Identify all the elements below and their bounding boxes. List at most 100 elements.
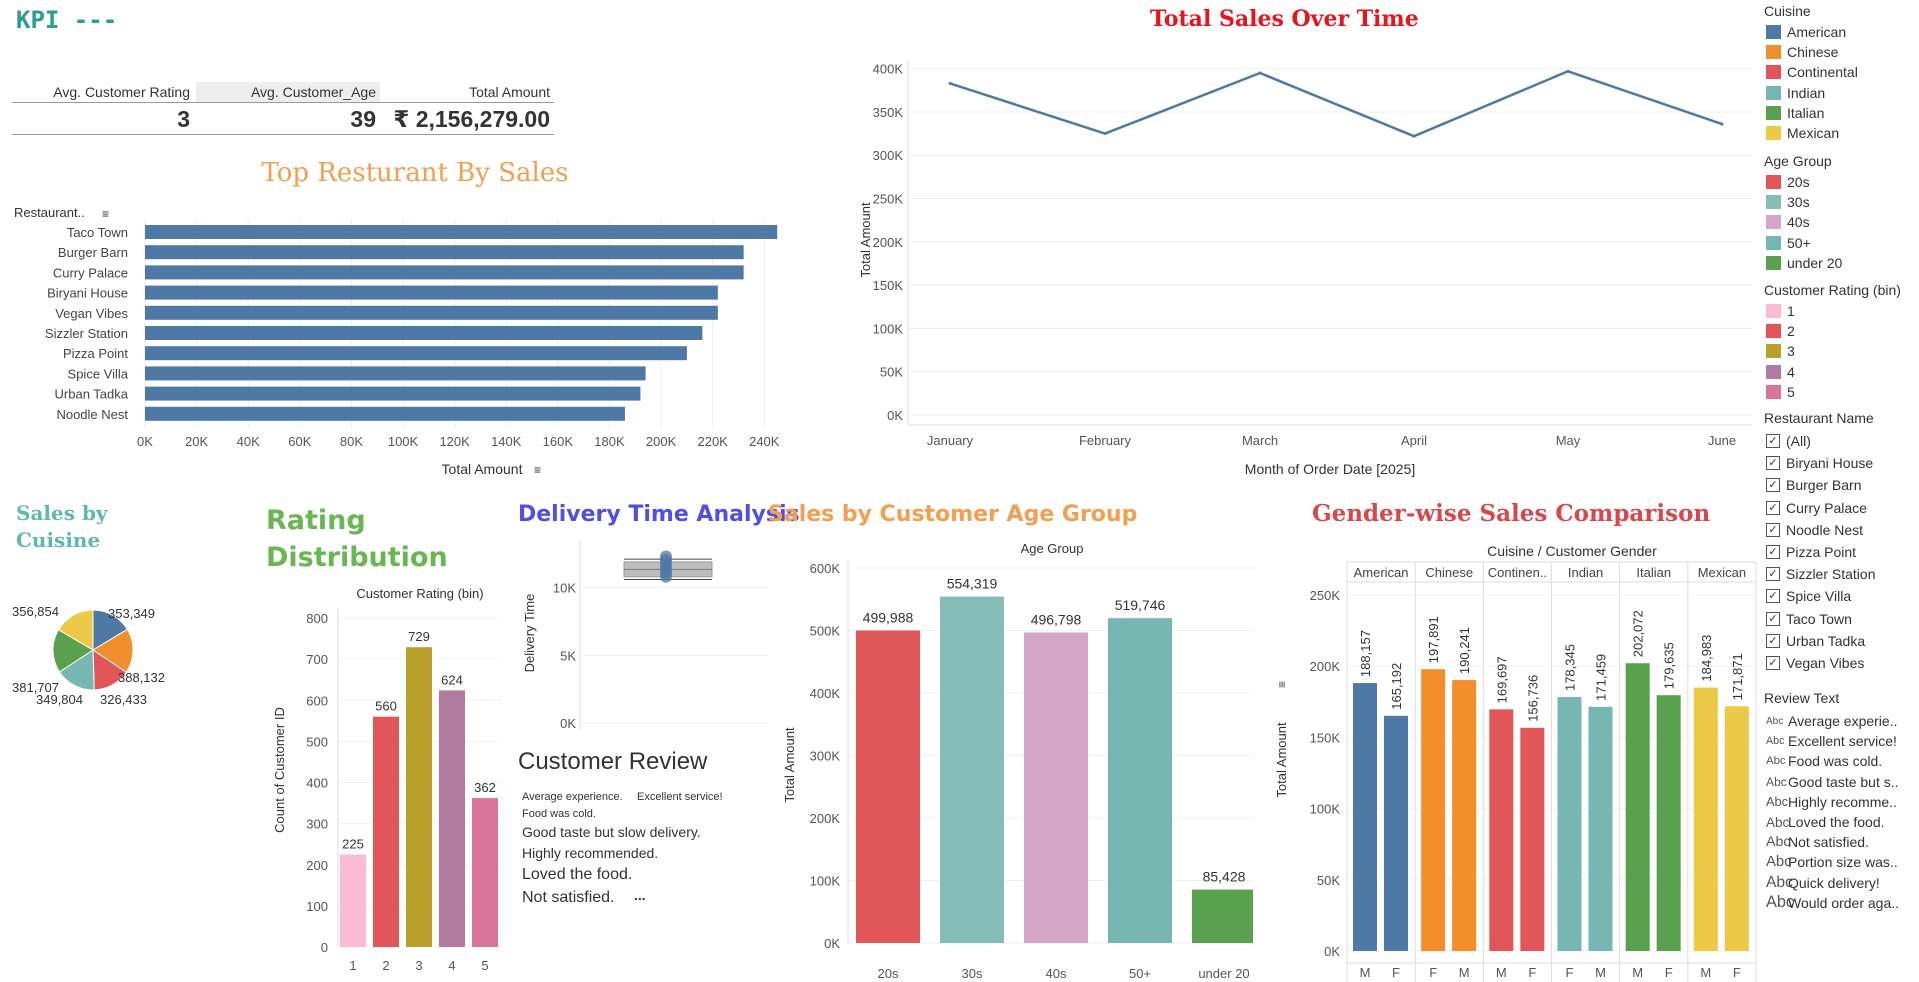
legend-swatch: [1766, 255, 1781, 270]
review-text-item[interactable]: Abc Quick delivery!: [1764, 874, 1880, 892]
category-label: Curry Palace: [53, 265, 128, 280]
y-axis-label: Total Amount: [858, 202, 873, 278]
legend-item-age-group[interactable]: 20s: [1764, 173, 1810, 191]
data-label: 519,746: [1115, 597, 1166, 613]
restaurant-filter-item[interactable]: ✓ Vegan Vibes: [1764, 654, 1864, 672]
legend-item-age-group[interactable]: 50+: [1764, 234, 1811, 252]
review-text-item[interactable]: Abc Would order aga..: [1764, 893, 1899, 912]
restaurant-filter-item[interactable]: ✓ Noodle Nest: [1764, 521, 1863, 539]
top-restaurants-chart[interactable]: Restaurant.. ≡ 0K 20K 40K 60K 80K 100K 120K 140K 1…: [0, 195, 830, 485]
legend-item-age-group[interactable]: 40s: [1764, 213, 1810, 231]
y-tick-label: 300K: [873, 148, 904, 163]
checkbox-icon[interactable]: ✓: [1766, 545, 1780, 559]
restaurant-filter-item[interactable]: ✓ (All): [1764, 432, 1811, 450]
delivery-time-chart[interactable]: 0K 5K 10K Delivery Time: [518, 535, 768, 735]
y-tick-label: 400K: [810, 686, 841, 701]
legend-item-rating[interactable]: 2: [1764, 322, 1795, 340]
checkbox-icon[interactable]: ✓: [1766, 478, 1780, 493]
review-text-item[interactable]: Food was cold.: [522, 808, 596, 820]
review-text-item[interactable]: Abc Loved the food.: [1764, 813, 1885, 831]
checkbox-icon[interactable]: ✓: [1766, 633, 1780, 648]
restaurant-filter-item[interactable]: ✓ Burger Barn: [1764, 476, 1861, 494]
checkbox-icon[interactable]: ✓: [1766, 456, 1780, 471]
restaurant-filter-item[interactable]: ✓ Taco Town: [1764, 610, 1852, 628]
data-point: [1412, 134, 1416, 138]
review-text-item[interactable]: Not satisfied.: [522, 889, 615, 906]
legend-item-cuisine[interactable]: Indian: [1764, 84, 1825, 102]
checkbox-icon[interactable]: ✓: [1766, 522, 1780, 537]
legend-item-cuisine[interactable]: Mexican: [1764, 124, 1839, 142]
checkbox-icon[interactable]: ✓: [1766, 589, 1780, 604]
review-text-item[interactable]: Abc Portion size was..: [1764, 853, 1898, 871]
review-text-item[interactable]: Abc Good taste but s..: [1764, 773, 1899, 791]
legend-item-age-group[interactable]: 30s: [1764, 193, 1810, 211]
bar-age-20s: [856, 630, 920, 943]
x-tick-label: 80K: [340, 434, 363, 449]
legend-title-restaurant: Restaurant Name: [1764, 410, 1874, 426]
restaurant-filter-item[interactable]: ✓ Sizzler Station: [1764, 565, 1875, 583]
y-tick-label: 300K: [810, 749, 841, 764]
restaurant-filter-item[interactable]: ✓ Urban Tadka: [1764, 632, 1865, 650]
checkbox-icon[interactable]: ✓: [1766, 500, 1780, 515]
x-tick-label: 30s: [962, 966, 983, 981]
chart-header: Cuisine / Customer Gender: [1487, 543, 1657, 559]
age-group-chart[interactable]: Age Group 0K 100K 200K 300K 400K 500K 600K 499,9…: [768, 535, 1253, 982]
y-tick-label: 500K: [810, 624, 841, 639]
review-text-item[interactable]: Loved the food.: [522, 866, 633, 883]
restaurant-filter-item[interactable]: ✓ Spice Villa: [1764, 587, 1851, 605]
data-label: 560: [375, 699, 397, 714]
review-more-indicator[interactable]: ...: [634, 887, 646, 903]
restaurant-filter-item[interactable]: ✓ Biryani House: [1764, 454, 1873, 472]
review-text-label: Loved the food.: [1788, 814, 1885, 830]
legend-title-rating: Customer Rating (bin): [1764, 282, 1901, 298]
x-tick-label: 40K: [237, 434, 260, 449]
legend-item-rating[interactable]: 1: [1764, 302, 1795, 320]
y-axis-label: Total Amount: [1274, 722, 1289, 798]
filter-label: Urban Tadka: [1786, 632, 1866, 649]
x-tick-label: 160K: [543, 434, 574, 449]
legend-item-rating[interactable]: 3: [1764, 342, 1795, 360]
checkbox-icon[interactable]: ✓: [1766, 567, 1780, 582]
checkbox-icon[interactable]: ✓: [1766, 656, 1780, 670]
abc-icon: Abc: [1766, 893, 1795, 912]
review-text-item[interactable]: Abc Not satisfied.: [1764, 833, 1869, 851]
y-tick-label: 150K: [1310, 730, 1341, 745]
restaurant-filter-item[interactable]: ✓ Curry Palace: [1764, 499, 1867, 517]
gender-sales-chart[interactable]: Cuisine / Customer Gender 0K 50K 100K 150K 20…: [1262, 535, 1757, 982]
data-label: 362: [474, 780, 496, 795]
x-tick-label: F: [1733, 965, 1741, 980]
legend-item-cuisine[interactable]: American: [1764, 23, 1846, 41]
legend-item-rating[interactable]: 4: [1764, 363, 1795, 381]
legend-label: Continental: [1787, 64, 1858, 81]
legend-swatch: [1766, 215, 1781, 230]
rating-distribution-title: Rating Distribution: [266, 502, 448, 576]
checkbox-icon[interactable]: ✓: [1766, 611, 1780, 626]
review-text-item[interactable]: Abc Highly recomme..: [1764, 793, 1897, 811]
legend-item-age-group[interactable]: under 20: [1764, 254, 1842, 272]
legend-item-cuisine[interactable]: Italian: [1764, 104, 1824, 122]
y-tick-label: 350K: [873, 105, 904, 120]
review-text-item[interactable]: Abc Excellent service!: [1764, 732, 1897, 750]
review-text-label: Not satisfied.: [1788, 834, 1869, 851]
review-text-item[interactable]: Good taste but slow delivery.: [522, 824, 701, 840]
bar-taco-town: [145, 225, 778, 239]
review-text-item[interactable]: Excellent service!: [637, 791, 723, 803]
rating-distribution-chart[interactable]: Customer Rating (bin) 0 100 200 300 400 500 600…: [262, 580, 512, 982]
legend-item-rating[interactable]: 5: [1764, 383, 1795, 401]
filter-label: Burger Barn: [1786, 477, 1862, 494]
legend-item-cuisine[interactable]: Continental: [1764, 63, 1858, 81]
bar-pizza-point: [145, 346, 687, 361]
review-text-item[interactable]: Average experience.: [522, 791, 623, 803]
x-tick-label: 1: [349, 958, 356, 973]
review-text-item[interactable]: Abc Food was cold.: [1764, 752, 1882, 770]
review-text-item[interactable]: Abc Average experie..: [1764, 712, 1897, 730]
restaurant-filter-item[interactable]: ✓ Pizza Point: [1764, 543, 1856, 561]
sales-over-time-chart[interactable]: 0K 50K 100K 150K 200K 250K 300K 350K 400K January…: [840, 40, 1760, 480]
data-point: [1566, 69, 1570, 73]
legend-item-cuisine[interactable]: Chinese: [1764, 43, 1838, 61]
checkbox-icon[interactable]: ✓: [1766, 434, 1780, 448]
x-tick-label: 60K: [288, 434, 311, 449]
bar-mexican-f: [1724, 706, 1749, 951]
review-text-item[interactable]: Highly recommended.: [522, 845, 659, 861]
